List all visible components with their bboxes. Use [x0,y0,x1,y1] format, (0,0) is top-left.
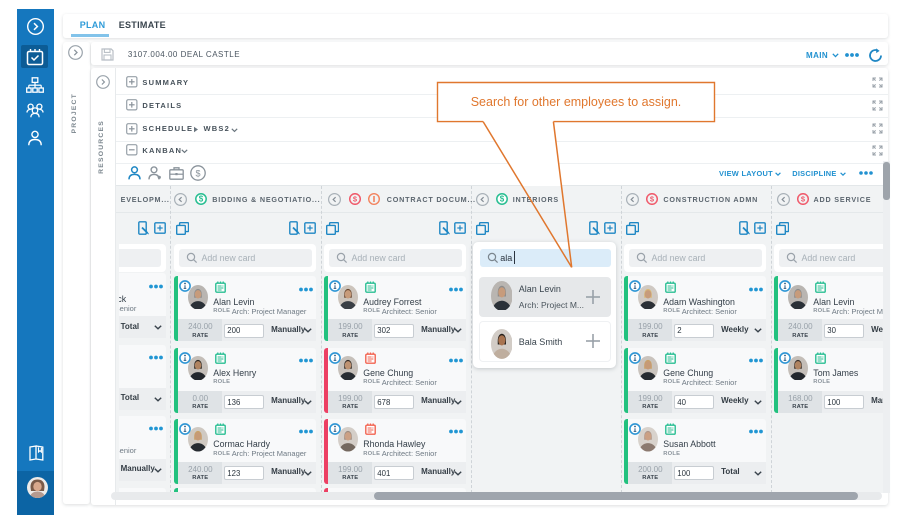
svg-text:$: $ [195,168,200,178]
svg-text:$: $ [352,195,357,204]
svg-text:$: $ [198,195,203,204]
svg-text:$: $ [500,195,505,204]
svg-text:$: $ [800,195,805,204]
svg-text:$: $ [650,195,655,204]
